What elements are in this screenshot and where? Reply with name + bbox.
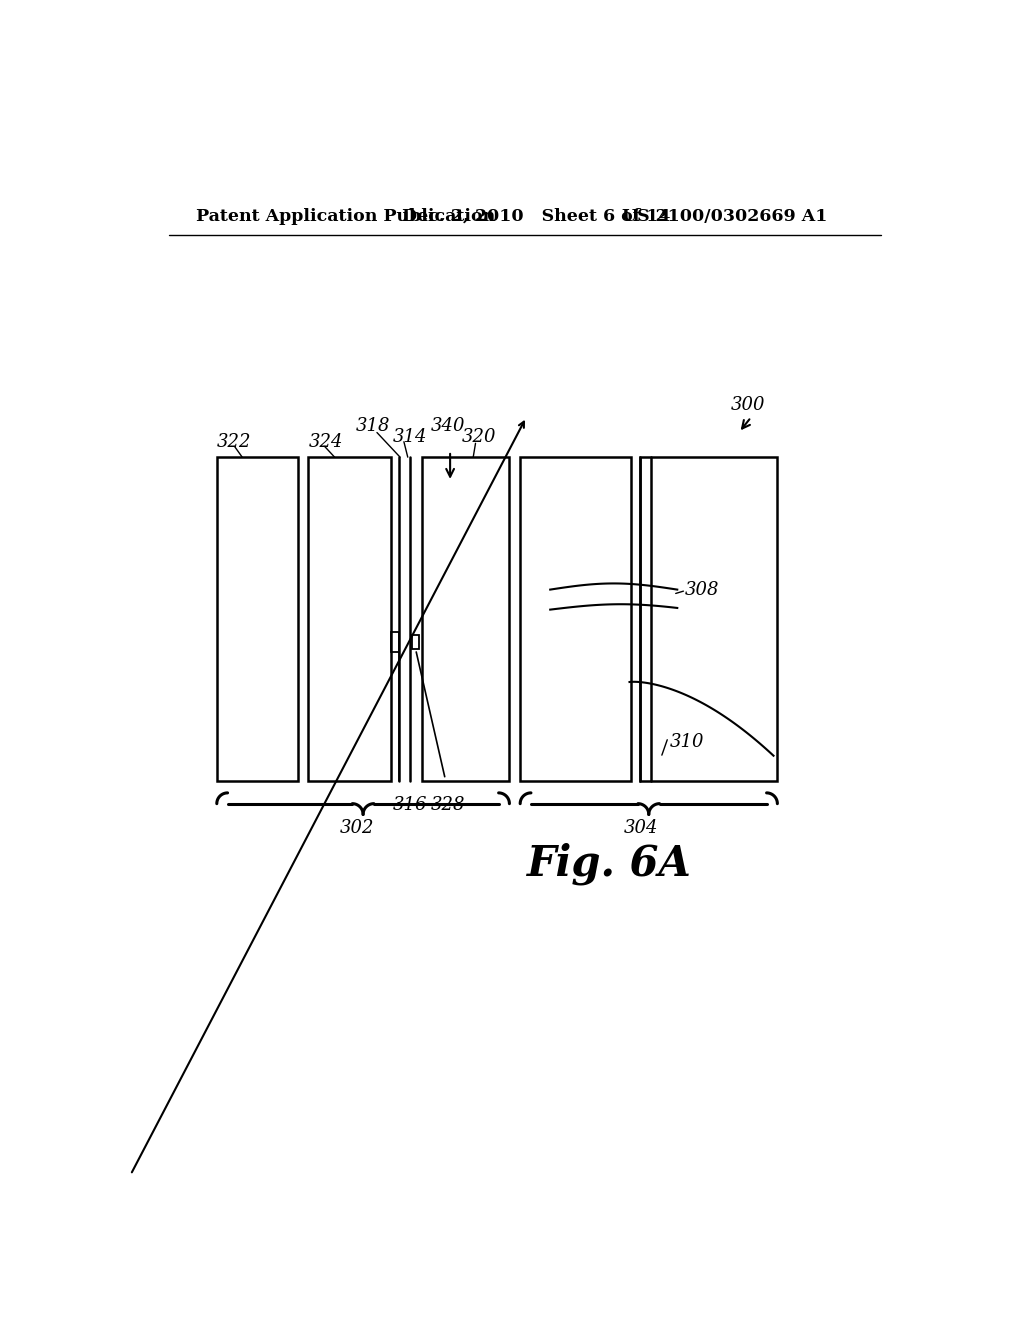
Text: 304: 304 [624, 820, 657, 837]
Text: US 2100/0302669 A1: US 2100/0302669 A1 [622, 207, 827, 224]
Text: 340: 340 [431, 417, 465, 436]
Text: 308: 308 [685, 581, 720, 598]
Text: 328: 328 [431, 796, 465, 814]
Text: 320: 320 [462, 428, 497, 446]
Text: 300: 300 [731, 396, 766, 413]
Text: 316: 316 [392, 796, 427, 814]
Text: Patent Application Publication: Patent Application Publication [196, 207, 496, 224]
Text: 310: 310 [670, 733, 705, 751]
Text: 324: 324 [309, 433, 344, 450]
Text: 322: 322 [217, 433, 251, 450]
Text: 314: 314 [392, 428, 427, 446]
Text: Dec. 2, 2010   Sheet 6 of 14: Dec. 2, 2010 Sheet 6 of 14 [401, 207, 670, 224]
Text: 318: 318 [356, 417, 391, 436]
Text: Fig. 6A: Fig. 6A [527, 842, 692, 884]
Text: 302: 302 [340, 820, 375, 837]
